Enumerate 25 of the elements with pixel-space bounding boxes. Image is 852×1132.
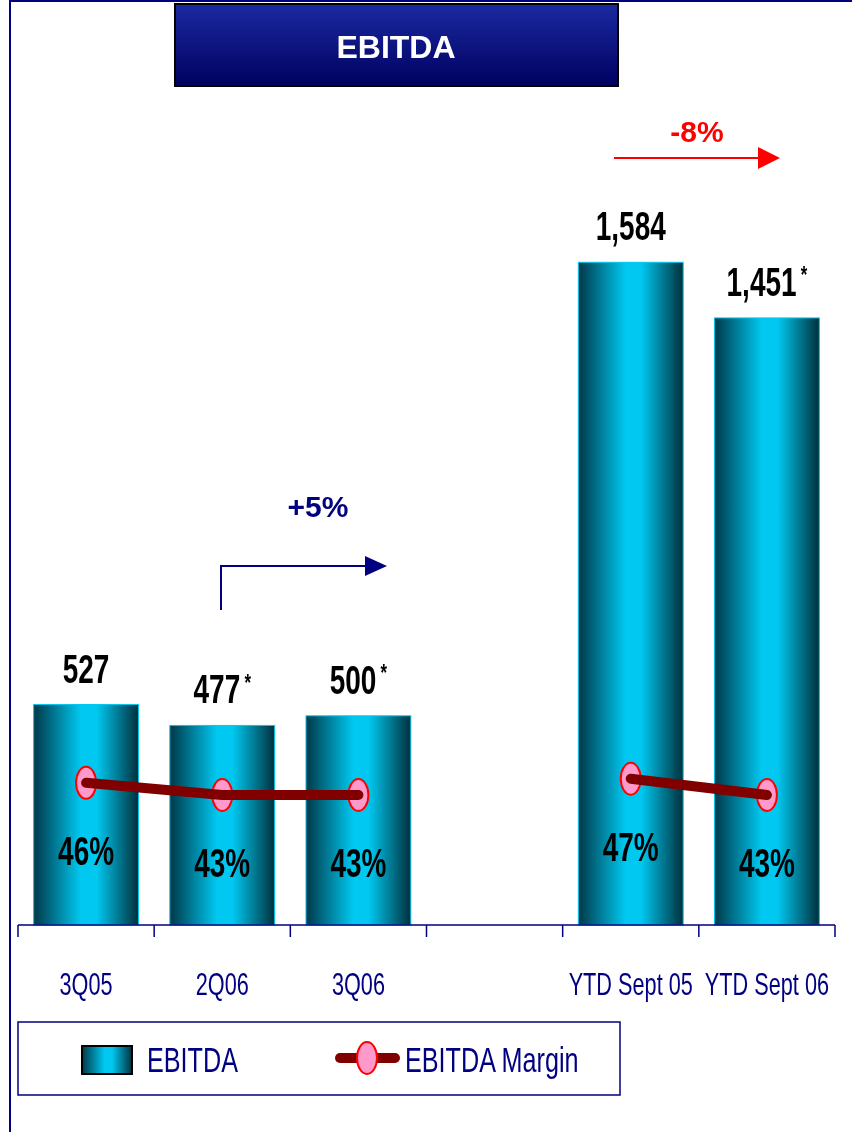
bar — [169, 724, 276, 926]
chart-title: EBITDA — [336, 29, 456, 65]
data-label: 500$^{*}$ — [329, 657, 388, 702]
data-label: 46% — [58, 828, 115, 873]
data-label: 43% — [194, 841, 251, 886]
data-label: 47% — [602, 824, 659, 869]
x-tick-label: 3Q06 — [331, 967, 385, 1002]
x-tick-label: 3Q05 — [59, 967, 113, 1002]
legend-label: EBITDA — [147, 1039, 239, 1081]
bar — [33, 704, 140, 926]
data-label: 43% — [330, 841, 387, 886]
annotation: +5% — [287, 490, 349, 523]
x-tick-label: 2Q06 — [195, 967, 249, 1002]
bar — [577, 261, 684, 926]
data-label: 1,584 — [595, 204, 667, 249]
x-tick-label: YTD Sept 06 — [704, 967, 830, 1002]
text: -8% — [670, 115, 724, 148]
data-label: 477$^{*}$ — [193, 667, 252, 712]
bar — [713, 317, 820, 926]
x-tick-label: YTD Sept 05 — [568, 967, 693, 1002]
data-label: 1,451$^{*}$ — [726, 260, 809, 305]
data-label: 43% — [738, 841, 795, 886]
data-label: 527 — [62, 646, 110, 691]
bar — [305, 715, 412, 926]
legend-label: EBITDA Margin — [405, 1039, 579, 1081]
